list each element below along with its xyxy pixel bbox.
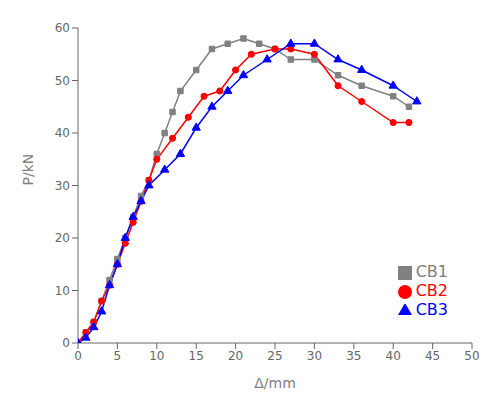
svg-text:0: 0	[62, 336, 70, 350]
svg-text:35: 35	[346, 349, 361, 363]
svg-text:40: 40	[386, 349, 401, 363]
svg-text:P/kN: P/kN	[20, 154, 36, 186]
svg-text:50: 50	[55, 74, 70, 88]
svg-text:Δ/mm: Δ/mm	[254, 375, 296, 391]
svg-text:60: 60	[55, 21, 70, 35]
svg-text:45: 45	[425, 349, 440, 363]
svg-text:40: 40	[55, 126, 70, 140]
svg-text:10: 10	[149, 349, 164, 363]
svg-text:30: 30	[55, 179, 70, 193]
html-text:CB3: CB3	[415, 300, 448, 319]
svg-text:5: 5	[114, 349, 122, 363]
svg-text:0: 0	[74, 349, 82, 363]
svg-text:15: 15	[189, 349, 204, 363]
html-text:CB1: CB1	[415, 262, 448, 281]
svg-text:10: 10	[55, 284, 70, 298]
svg-text:20: 20	[55, 231, 70, 245]
html-text:CB2: CB2	[415, 281, 448, 300]
svg-text:50: 50	[464, 349, 479, 363]
svg-text:30: 30	[307, 349, 322, 363]
svg-text:25: 25	[267, 349, 282, 363]
svg-text:20: 20	[228, 349, 243, 363]
